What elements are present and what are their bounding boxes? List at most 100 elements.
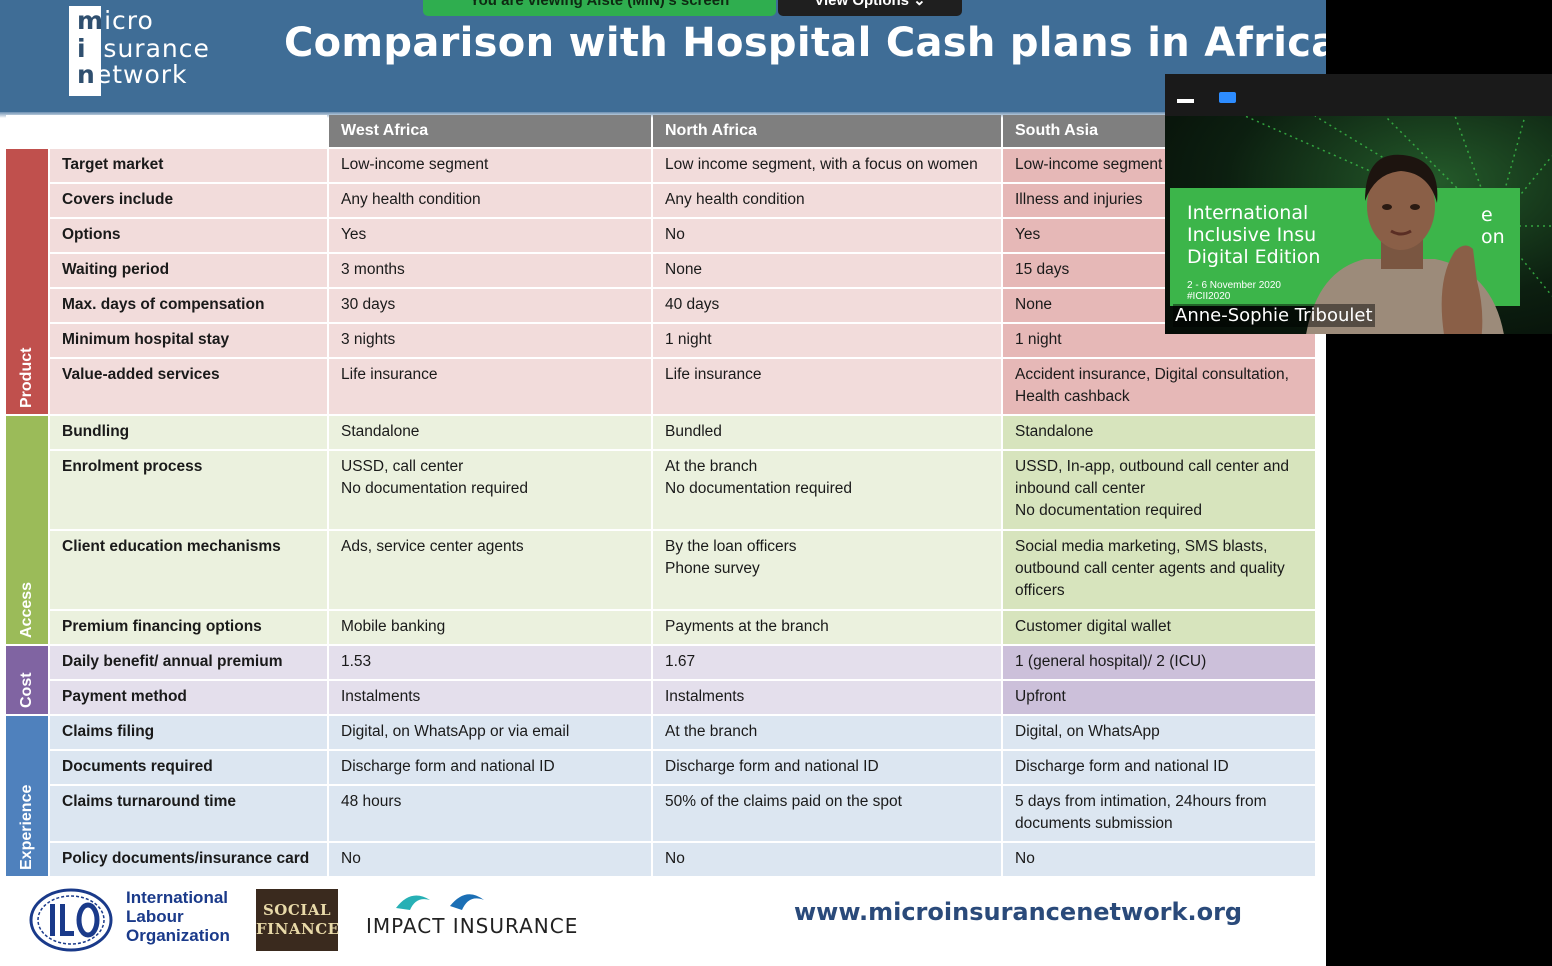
table-row: Documents required Discharge form and na…: [6, 751, 1315, 784]
slide-header: micro insurance network Comparison with …: [0, 0, 1326, 112]
cell-west-africa: 3 nights: [329, 324, 651, 357]
row-label: Options: [50, 219, 327, 252]
cell-west-africa: Low-income segment: [329, 149, 651, 182]
cell-west-africa: Discharge form and national ID: [329, 751, 651, 784]
cell-north-africa: Discharge form and national ID: [653, 751, 1001, 784]
cell-south-asia: Social media marketing, SMS blasts, outb…: [1003, 531, 1315, 609]
impact-insurance-logo-text: IMPACT INSURANCE: [366, 914, 579, 938]
logo-initial-2: i: [77, 34, 87, 63]
social-finance-line-2: FINANCE: [256, 920, 340, 938]
ilo-name: International Labour Organization: [126, 888, 230, 945]
table-header-row: West Africa North Africa South Asia: [6, 115, 1315, 147]
row-label: Daily benefit/ annual premium: [50, 646, 327, 679]
cell-west-africa: 48 hours: [329, 786, 651, 841]
table-row: Claims turnaround time 48 hours 50% of t…: [6, 786, 1315, 841]
table-row: Covers include Any health condition Any …: [6, 184, 1315, 217]
cell-west-africa: Any health condition: [329, 184, 651, 217]
row-label: Value-added services: [50, 359, 327, 414]
row-label: Claims filing: [50, 716, 327, 749]
cell-north-africa: Payments at the branch: [653, 611, 1001, 644]
event-title-line-3: Digital Edition: [1187, 246, 1321, 268]
row-label: Claims turnaround time: [50, 786, 327, 841]
table-row: Options Yes No Yes: [6, 219, 1315, 252]
row-label: Client education mechanisms: [50, 531, 327, 609]
participant-silhouette: [1306, 154, 1504, 334]
table-row: Waiting period 3 months None 15 days: [6, 254, 1315, 287]
impact-insurance-mark: [396, 894, 484, 910]
cell-west-africa: Mobile banking: [329, 611, 651, 644]
cell-north-africa: By the loan officers Phone survey: [653, 531, 1001, 609]
cell-south-asia: Standalone: [1003, 416, 1315, 449]
cell-north-africa: Any health condition: [653, 184, 1001, 217]
table-row: Product Target market Low-income segment…: [6, 149, 1315, 414]
table-row: Premium financing options Mobile banking…: [6, 611, 1315, 644]
video-toolbar: [1165, 74, 1552, 116]
cell-north-africa: None: [653, 254, 1001, 287]
event-title: International Inclusive Insu Digital Edi…: [1187, 202, 1320, 268]
cell-west-africa: Life insurance: [329, 359, 651, 414]
cell-west-africa: Standalone: [329, 416, 651, 449]
event-banner-right: e on: [1478, 188, 1520, 306]
participant-name-label: Anne-Sophie Triboulet: [1173, 304, 1375, 327]
social-finance-logo: SOCIAL FINANCE: [256, 889, 340, 951]
logo-initial-1: m: [77, 6, 105, 35]
view-options-button[interactable]: View Options ⌄: [778, 0, 962, 16]
row-label: Max. days of compensation: [50, 289, 327, 322]
category-experience-label: Experience: [18, 784, 35, 870]
table-row: Enrolment process USSD, call center No d…: [6, 451, 1315, 529]
row-label: Policy documents/insurance card: [50, 843, 327, 876]
table-row: Policy documents/insurance card No No No: [6, 843, 1315, 876]
column-header-west-africa: West Africa: [329, 115, 651, 147]
logo-rest-3: etwork: [95, 60, 188, 89]
row-label: Target market: [50, 149, 327, 182]
minimize-icon[interactable]: [1175, 88, 1197, 104]
maximize-icon[interactable]: [1217, 90, 1239, 104]
logo-line-2: insurance: [77, 36, 210, 61]
cell-south-asia: Discharge form and national ID: [1003, 751, 1315, 784]
ilo-name-line-2: Labour: [126, 907, 184, 926]
row-label: Premium financing options: [50, 611, 327, 644]
table-row: Cost Daily benefit/ annual premium 1.53 …: [6, 646, 1315, 714]
category-cost-label: Cost: [18, 672, 35, 708]
category-cost: Cost: [6, 646, 48, 714]
participant-video-tile[interactable]: International Inclusive Insu Digital Edi…: [1165, 74, 1552, 334]
event-date-line-1: 2 - 6 November 2020: [1187, 280, 1281, 291]
event-hashtag: #ICII2020: [1187, 291, 1231, 302]
cell-south-asia: Digital, on WhatsApp: [1003, 716, 1315, 749]
cell-north-africa: No: [653, 843, 1001, 876]
logo-line-1: micro: [77, 8, 154, 33]
logo-rest-2: nsurance: [86, 34, 210, 63]
ilo-name-line-3: Organization: [126, 926, 230, 945]
cell-north-africa: 40 days: [653, 289, 1001, 322]
row-label: Documents required: [50, 751, 327, 784]
cell-north-africa: At the branch: [653, 716, 1001, 749]
row-label: Waiting period: [50, 254, 327, 287]
cell-west-africa: Instalments: [329, 681, 651, 714]
cell-north-africa: Bundled: [653, 416, 1001, 449]
category-access: Access: [6, 416, 48, 644]
shared-slide: micro insurance network Comparison with …: [0, 0, 1326, 966]
table-row: Client education mechanisms Ads, service…: [6, 531, 1315, 609]
cell-north-africa: Instalments: [653, 681, 1001, 714]
cell-west-africa: USSD, call center No documentation requi…: [329, 451, 651, 529]
ilo-globe-logo: [29, 888, 113, 952]
table-row: Minimum hospital stay 3 nights 1 night 1…: [6, 324, 1315, 357]
cell-south-asia: USSD, In-app, outbound call center and i…: [1003, 451, 1315, 529]
logo-line-3: network: [77, 62, 188, 87]
category-product: Product: [6, 149, 48, 414]
maximize-box: [1219, 92, 1236, 103]
table-row: Payment method Instalments Instalments U…: [6, 681, 1315, 714]
event-title-tail: e on: [1481, 204, 1505, 248]
cell-south-asia: Accident insurance, Digital consultation…: [1003, 359, 1315, 414]
cell-north-africa: Low income segment, with a focus on wome…: [653, 149, 1001, 182]
ilo-name-line-1: International: [126, 888, 229, 907]
social-finance-line-1: SOCIAL: [262, 901, 332, 919]
video-feed: International Inclusive Insu Digital Edi…: [1165, 116, 1552, 334]
logo-white-bar: [69, 6, 101, 96]
microinsurance-network-logo: micro insurance network: [69, 6, 239, 96]
comparison-table: West Africa North Africa South Asia Prod…: [4, 113, 1317, 878]
cell-north-africa: 1.67: [653, 646, 1001, 679]
cell-north-africa: At the branch No documentation required: [653, 451, 1001, 529]
event-title-line-1: International: [1187, 202, 1309, 224]
cell-north-africa: No: [653, 219, 1001, 252]
